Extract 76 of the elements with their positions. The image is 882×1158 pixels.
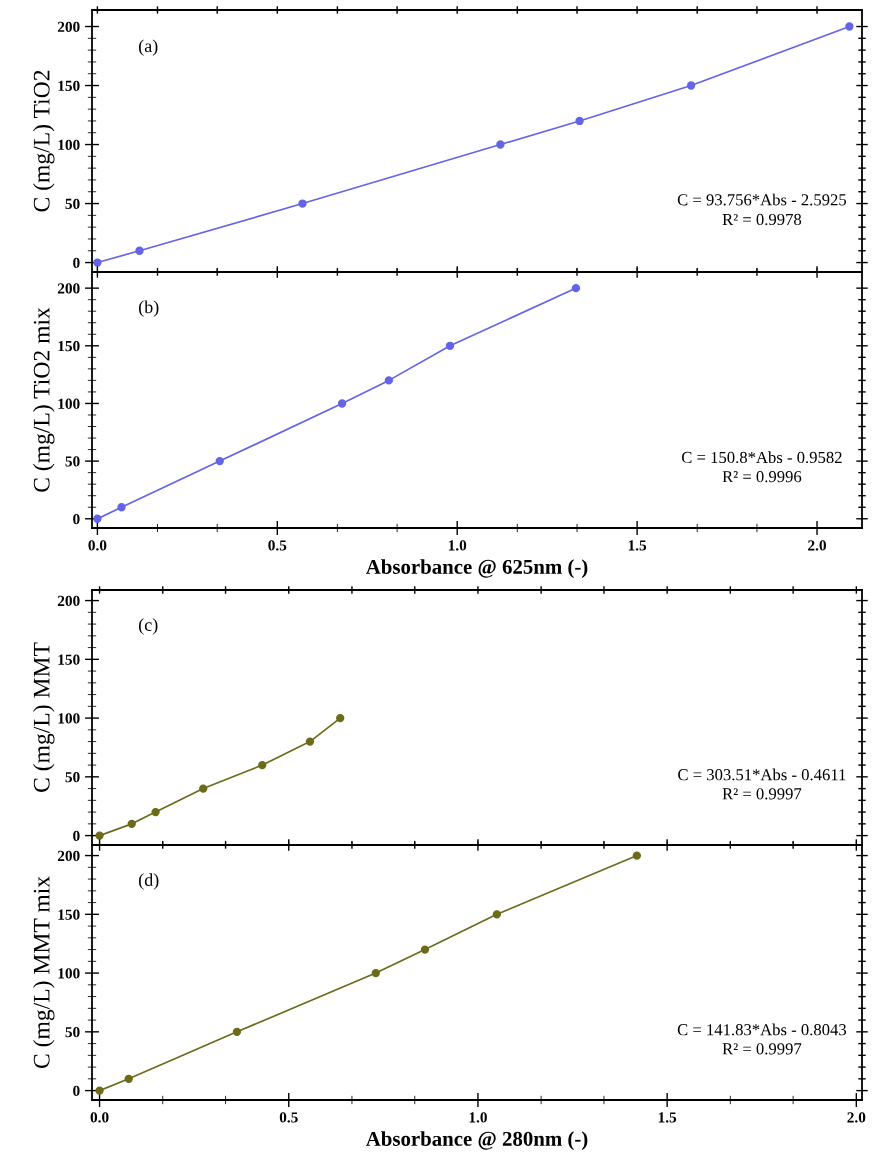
y-tick-label: 50 [65, 456, 80, 467]
y-tick-label: 50 [65, 771, 80, 783]
point [135, 246, 144, 255]
y-axis-title: C (mg/L) TiO2 mix [33, 307, 55, 492]
annotation: C = 141.83*Abs - 0.8043 [677, 1023, 847, 1036]
x-tick-label: 0.0 [88, 540, 107, 551]
y-tick-label: 200 [57, 21, 80, 32]
point [117, 503, 126, 512]
y-tick-label: 100 [58, 968, 80, 979]
point [845, 22, 854, 31]
point [151, 807, 160, 817]
point [93, 258, 102, 267]
point [420, 945, 430, 954]
x-axis-title: Absorbance @ 280nm (-) [365, 1131, 588, 1151]
y-tick-label: 200 [57, 283, 80, 294]
point [337, 399, 347, 408]
x-tick-label: 0.0 [90, 1112, 109, 1123]
point [199, 784, 208, 793]
point [127, 819, 136, 829]
annotation: R² = 0.9997 [722, 1043, 802, 1055]
y-tick-label: 150 [58, 654, 80, 665]
y-tick-label: 150 [58, 80, 80, 91]
y-tick-label: 50 [65, 198, 80, 209]
y-tick-label: 100 [58, 398, 80, 409]
point [305, 737, 315, 746]
annotation: (a) [138, 39, 158, 56]
point [575, 116, 584, 126]
point [232, 1027, 242, 1037]
annotation: (d) [138, 873, 159, 890]
x-tick-label: 1.0 [448, 540, 467, 551]
point [632, 851, 642, 860]
point [492, 910, 502, 919]
x-axis-title: Absorbance @ 625nm (-) [365, 559, 588, 579]
y-tick-label: 50 [65, 1026, 80, 1038]
x-tick-label: 2.0 [847, 1112, 866, 1123]
point [384, 376, 394, 385]
annotation: R² = 0.9997 [722, 788, 802, 800]
y-tick-label: 200 [57, 595, 80, 607]
x-tick-label: 2.0 [808, 540, 826, 551]
point [258, 760, 267, 770]
annotation: R² = 0.9978 [722, 213, 802, 226]
point [686, 81, 696, 90]
annotation: C = 93.756*Abs - 2.5925 [677, 193, 847, 206]
annotation: C = 150.8*Abs - 0.9582 [681, 451, 842, 464]
x-tick-label: 1.5 [658, 1112, 677, 1123]
point [496, 140, 505, 149]
x-tick-label: 1.0 [469, 1112, 487, 1123]
point [93, 514, 102, 523]
annotation: (c) [138, 618, 158, 635]
y-tick-label: 100 [58, 713, 80, 724]
y-axis-title: C (mg/L) TiO2 [33, 70, 55, 212]
x-tick-label: 1.5 [628, 540, 647, 551]
y-tick-label: 0 [73, 513, 80, 525]
point [95, 1086, 104, 1095]
annotation: (b) [138, 300, 159, 317]
point [95, 831, 104, 840]
annotation: R² = 0.9996 [722, 471, 802, 483]
y-tick-label: 0 [73, 257, 80, 269]
y-tick-label: 100 [58, 139, 80, 150]
point [215, 456, 224, 466]
y-tick-label: 0 [73, 830, 80, 842]
point [336, 713, 345, 723]
y-tick-label: 0 [73, 1085, 80, 1097]
x-tick-label: 0.5 [268, 540, 287, 551]
y-tick-label: 150 [58, 909, 80, 920]
y-tick-label: 200 [57, 850, 80, 862]
y-axis-title: C (mg/L) MMT mix [33, 876, 55, 1069]
point [445, 341, 455, 350]
annotation: C = 303.51*Abs - 0.4611 [678, 768, 846, 781]
point [371, 968, 380, 978]
y-axis-title: C (mg/L) MMT [33, 642, 55, 792]
y-tick-label: 150 [58, 340, 80, 352]
point [298, 199, 307, 208]
x-tick-label: 0.5 [279, 1112, 298, 1123]
point [124, 1074, 133, 1084]
point [571, 283, 581, 293]
